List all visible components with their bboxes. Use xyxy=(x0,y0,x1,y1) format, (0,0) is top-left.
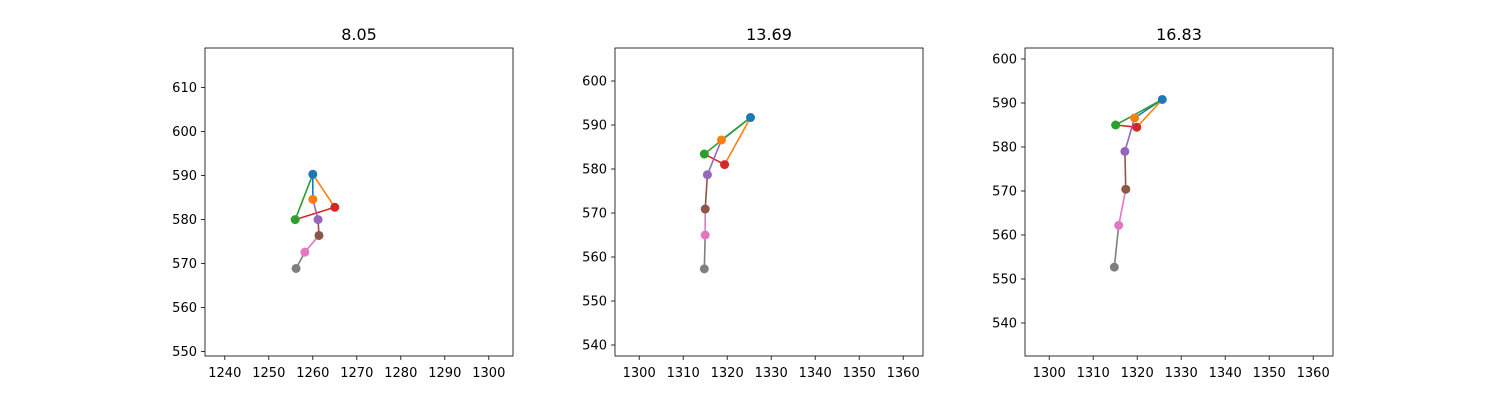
subplot-3-ytick-label: 590 xyxy=(992,97,1017,112)
subplot-3-point xyxy=(1120,146,1130,156)
subplot-1-ytick-label: 560 xyxy=(172,301,197,316)
subplot-1-xtick-label: 1260 xyxy=(296,366,329,381)
subplot-2-title: 13.69 xyxy=(746,25,792,44)
subplot-2-point xyxy=(700,204,710,214)
subplot-2-point xyxy=(746,113,756,123)
subplot-3-edge xyxy=(1124,117,1136,152)
subplot-2-edge xyxy=(723,117,752,165)
subplot-1-axes-frame xyxy=(204,47,514,357)
subplot-1-xtick-label: 1300 xyxy=(472,366,505,381)
subplot-1-ytick-label: 610 xyxy=(172,81,197,96)
subplot-3-ytick-label: 550 xyxy=(992,273,1017,288)
subplot-3-edge xyxy=(1136,98,1163,128)
subplot-3-xtick-label: 1320 xyxy=(1121,366,1154,381)
subplot-1-ytick-label: 580 xyxy=(172,213,197,228)
subplot-1-point xyxy=(308,169,318,179)
subplot-3-edge xyxy=(1113,225,1120,268)
subplot-3-ytick-label: 570 xyxy=(992,185,1017,200)
subplot-2-point xyxy=(702,170,712,180)
subplot-3-xtick-label: 1360 xyxy=(1297,366,1330,381)
subplot-1: 8.05 1240 1250 1260 1270 1280 1290 1300 550 560 5… xyxy=(172,25,514,381)
subplot-1-xtick-label: 1290 xyxy=(428,366,461,381)
subplot-2-axes-frame xyxy=(614,47,924,357)
subplot-1-ytick-label: 550 xyxy=(172,345,197,360)
subplot-3-point xyxy=(1109,262,1119,272)
subplot-3: 16.83 1300 1310 1320 1330 1340 1350 1360 540 550… xyxy=(992,25,1334,381)
subplot-3-edge xyxy=(1124,151,1127,190)
subplot-1-point xyxy=(314,230,324,240)
subplot-2-edge xyxy=(706,139,723,176)
subplot-3-xtick-label: 1350 xyxy=(1253,366,1286,381)
subplot-2-ytick-label: 570 xyxy=(582,207,607,222)
subplot-2-xtick-label: 1340 xyxy=(799,366,832,381)
subplot-2-xtick-label: 1360 xyxy=(887,366,920,381)
subplot-2-point xyxy=(699,149,709,159)
subplot-3-xtick-label: 1330 xyxy=(1165,366,1198,381)
subplot-3-ytick-label: 540 xyxy=(992,317,1017,332)
subplot-1-point xyxy=(291,263,301,273)
subplot-2-point xyxy=(716,135,726,145)
subplot-2-xtick-label: 1330 xyxy=(755,366,788,381)
subplot-2-xtick-label: 1310 xyxy=(667,366,700,381)
subplot-3-edge xyxy=(1115,98,1163,126)
subplot-1-edge xyxy=(312,173,336,208)
subplot-1-ytick-label: 570 xyxy=(172,257,197,272)
subplot-2-point xyxy=(699,264,709,274)
subplot-2-point xyxy=(700,230,710,240)
subplot-3-axes-frame xyxy=(1024,47,1334,357)
subplot-2-xtick-label: 1300 xyxy=(623,366,656,381)
subplot-2-edge xyxy=(704,174,709,210)
subplot-1-point xyxy=(300,247,310,257)
subplot-3-title: 16.83 xyxy=(1156,25,1202,44)
subplot-3-ytick-label: 600 xyxy=(992,53,1017,68)
subplot-2-edge xyxy=(703,234,706,269)
subplot-1-xtick-label: 1280 xyxy=(384,366,417,381)
subplot-2-ytick-label: 550 xyxy=(582,295,607,310)
subplot-2-ytick-label: 600 xyxy=(582,75,607,90)
subplot-1-point xyxy=(290,215,300,225)
subplot-1-xtick-label: 1270 xyxy=(340,366,373,381)
subplot-3-point xyxy=(1132,122,1142,132)
subplot-1-xtick-label: 1240 xyxy=(208,366,241,381)
subplot-1-ytick-label: 590 xyxy=(172,169,197,184)
subplot-2-point xyxy=(720,160,730,170)
subplot-3-point xyxy=(1114,220,1124,230)
subplot-1-point xyxy=(330,202,340,212)
subplot-1-edge xyxy=(294,206,336,221)
subplot-3-point xyxy=(1111,120,1121,130)
subplot-2: 13.69 1300 1310 1320 1330 1340 1350 1360 540 550… xyxy=(582,25,924,381)
subplot-2-ytick-label: 540 xyxy=(582,339,607,354)
subplot-1-title: 8.05 xyxy=(341,25,377,44)
subplot-1-point xyxy=(313,215,323,225)
subplot-3-point xyxy=(1121,184,1131,194)
subplot-2-ytick-label: 560 xyxy=(582,251,607,266)
subplot-1-xtick-label: 1250 xyxy=(252,366,285,381)
subplot-2-ytick-label: 590 xyxy=(582,119,607,134)
subplot-1-ytick-label: 600 xyxy=(172,125,197,140)
subplot-2-xtick-label: 1320 xyxy=(711,366,744,381)
subplot-3-xtick-label: 1340 xyxy=(1209,366,1242,381)
subplot-3-point xyxy=(1157,94,1167,104)
subplot-3-ytick-label: 560 xyxy=(992,229,1017,244)
subplot-3-ytick-label: 580 xyxy=(992,141,1017,156)
subplot-3-xtick-label: 1310 xyxy=(1077,366,1110,381)
subplot-1-edge xyxy=(294,173,314,220)
subplot-3-edge xyxy=(1117,189,1127,226)
subplot-2-edge xyxy=(703,116,752,155)
subplot-3-xtick-label: 1300 xyxy=(1033,366,1066,381)
subplot-1-point xyxy=(308,194,318,204)
subplot-2-xtick-label: 1350 xyxy=(843,366,876,381)
subplot-2-ytick-label: 580 xyxy=(582,163,607,178)
subplot-3-point xyxy=(1130,113,1140,123)
